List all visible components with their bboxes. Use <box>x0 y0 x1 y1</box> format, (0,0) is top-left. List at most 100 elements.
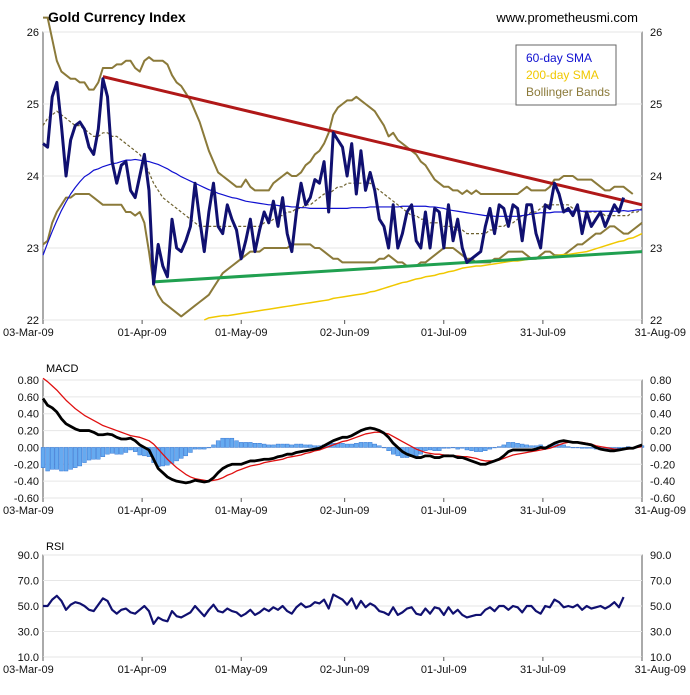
histogram-bar <box>524 444 529 448</box>
histogram-bar <box>501 444 506 448</box>
y-tick-label-right: -0.40 <box>650 476 675 488</box>
y-tick-label-left: 0.20 <box>18 426 39 438</box>
histogram-bar <box>510 442 516 448</box>
histogram-bar <box>483 447 488 451</box>
x-tick-label: 01-Jul-09 <box>421 327 467 339</box>
histogram-bar <box>137 447 142 456</box>
x-tick-label: 01-May-09 <box>215 664 268 676</box>
histogram-bar <box>478 447 483 452</box>
y-tick-label-left: 22 <box>27 315 39 327</box>
x-tick-label: 03-Mar-09 <box>3 505 54 517</box>
histogram-bar <box>252 443 258 448</box>
histogram-bar <box>529 445 534 448</box>
histogram-bar <box>179 447 184 459</box>
histogram-bar <box>243 442 248 448</box>
histogram-bar <box>86 447 92 461</box>
histogram-bar <box>40 447 46 468</box>
y-tick-label-right: 70.0 <box>650 576 671 588</box>
histogram-bar <box>109 447 115 454</box>
histogram-bar <box>91 447 96 460</box>
rsi-series <box>43 593 625 625</box>
histogram-bar <box>506 442 511 448</box>
y-tick-label-left: 0.40 <box>18 409 39 421</box>
main-series <box>42 16 643 321</box>
histogram-bar <box>206 447 212 449</box>
macd-title: MACD <box>46 363 78 375</box>
y-tick-label-right: 0.20 <box>650 426 671 438</box>
histogram-bar <box>561 444 566 448</box>
x-tick-label: 02-Jun-09 <box>320 505 370 517</box>
histogram-bar <box>367 442 373 448</box>
y-tick-label-right: 22 <box>650 315 662 327</box>
y-tick-label-left: 0.60 <box>18 392 39 404</box>
y-tick-label-right: 0.80 <box>650 375 671 387</box>
x-tick-label: 31-Aug-09 <box>635 327 686 339</box>
rsi-tick-labels: 10.0 10.0 30.0 30.0 50.0 50.0 70.0 70.0 90.0 90.0… <box>3 550 686 676</box>
rsi-line <box>43 593 625 625</box>
y-tick-label-right: -0.20 <box>650 459 675 471</box>
histogram-bar <box>96 447 101 460</box>
rsi-gridlines <box>43 554 642 658</box>
histogram-bar <box>211 444 216 448</box>
histogram-bar <box>377 445 382 448</box>
histogram-bar <box>589 447 594 449</box>
gold-index-price-line <box>42 77 625 286</box>
y-tick-label-left: 26 <box>27 27 39 39</box>
histogram-bar <box>372 443 377 448</box>
histogram-bar <box>450 447 456 449</box>
histogram-bar <box>225 437 230 448</box>
y-tick-label-left: -0.20 <box>14 459 39 471</box>
x-tick-label: 03-Mar-09 <box>3 327 54 339</box>
y-tick-label-right: 0.00 <box>650 442 671 454</box>
histogram-bar <box>349 443 354 448</box>
histogram-bar <box>285 443 290 448</box>
histogram-bar <box>455 447 460 450</box>
histogram-bar <box>432 447 437 451</box>
histogram-bar <box>132 447 138 452</box>
y-tick-label-left: -0.40 <box>14 476 39 488</box>
x-tick-label: 31-Jul-09 <box>520 505 566 517</box>
y-tick-label-right: 23 <box>650 243 662 255</box>
sma-200-line <box>203 232 643 321</box>
x-tick-label: 31-Aug-09 <box>635 664 686 676</box>
histogram-bar <box>262 443 267 448</box>
y-tick-label-left: 24 <box>27 171 39 183</box>
histogram-bar <box>77 447 83 467</box>
x-tick-label: 31-Jul-09 <box>520 327 566 339</box>
y-tick-label-left: 0.80 <box>18 375 39 387</box>
support-trendline <box>153 250 643 284</box>
histogram-bar <box>105 447 110 455</box>
histogram-bar <box>289 444 294 448</box>
histogram-bar <box>303 444 308 448</box>
x-tick-label: 02-Jun-09 <box>320 664 370 676</box>
histogram-bar <box>220 437 225 448</box>
histogram-bar <box>197 447 202 450</box>
rsi-title: RSI <box>46 541 64 553</box>
legend-item-200-day-sma: 200-day SMA <box>526 68 599 82</box>
histogram-bar <box>386 447 391 451</box>
macd-signal-line <box>42 377 643 482</box>
y-tick-label-right: 24 <box>650 171 662 183</box>
y-tick-label-left: 0.00 <box>18 442 39 454</box>
histogram-bar <box>340 443 345 448</box>
histogram-bar <box>391 447 396 455</box>
histogram-bar <box>50 447 55 470</box>
macd-tick-labels: -0.60 -0.60 -0.40 -0.40 -0.20 -0.20 0.00 0.00 0.… <box>3 375 686 517</box>
y-tick-label-right: 0.40 <box>650 409 671 421</box>
resistance-trendline <box>102 75 643 207</box>
histogram-bar <box>473 447 479 452</box>
y-tick-label-right: 25 <box>650 99 662 111</box>
y-tick-label-right: -0.60 <box>650 493 675 505</box>
histogram-bar <box>579 447 585 449</box>
histogram-bar <box>354 443 359 448</box>
x-tick-label: 01-Apr-09 <box>118 664 167 676</box>
x-tick-label: 01-Apr-09 <box>118 505 167 517</box>
histogram-bar <box>174 447 179 462</box>
histogram-bar <box>584 447 589 449</box>
main-gridlines <box>43 31 642 321</box>
histogram-bar <box>234 440 239 448</box>
histogram-bar <box>275 443 281 448</box>
histogram-bar <box>487 447 493 450</box>
x-tick-label: 31-Aug-09 <box>635 505 686 517</box>
